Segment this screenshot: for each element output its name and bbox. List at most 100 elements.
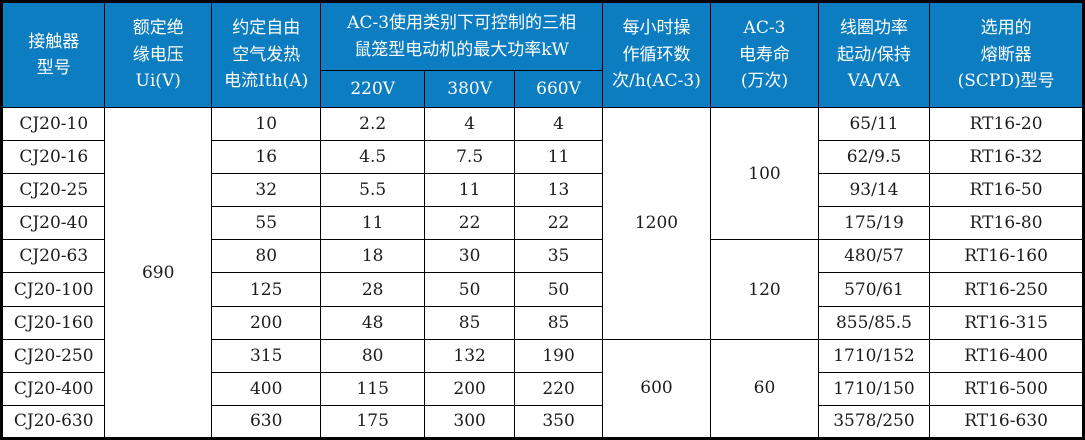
cell-model: CJ20-250 [0, 338, 106, 373]
cell-coil-power: 480/57 [817, 239, 931, 274]
cell-fuse: RT16-20 [929, 106, 1084, 142]
cell-fuse: RT16-500 [929, 371, 1084, 406]
cell-fuse: RT16-32 [929, 140, 1084, 175]
table-row: CJ20-250 315 80 132 190 600 60 1710/152 … [0, 338, 1084, 440]
cell-electrical-life: 60 [710, 338, 819, 440]
cell-coil-power: 62/9.5 [817, 140, 931, 175]
cell-fuse: RT16-630 [929, 404, 1084, 440]
cell-fuse: RT16-250 [929, 272, 1084, 307]
header-coil-power: 线圈功率 起动/保持 VA/VA [817, 1, 931, 108]
cell-coil-power: 3578/250 [817, 404, 931, 440]
cell-model: CJ20-25 [0, 173, 106, 208]
cell-insulation-voltage: 690 [104, 107, 212, 439]
cell-fuse: RT16-315 [929, 305, 1084, 340]
cell-thermal-current: 16 [210, 140, 322, 175]
cell-power-380: 300 [423, 404, 516, 440]
cell-thermal-current: 315 [210, 338, 322, 373]
cell-thermal-current: 200 [210, 305, 322, 340]
cell-power-660: 13 [514, 173, 603, 208]
cell-power-380: 200 [423, 371, 516, 406]
cell-fuse: RT16-50 [929, 173, 1084, 208]
cell-electrical-life: 120 [710, 239, 819, 340]
cell-coil-power: 93/14 [817, 173, 931, 208]
table-row: CJ20-40 55 11 22 22 175/19 RT16-80 [0, 206, 1084, 241]
cell-power-660: 50 [514, 272, 603, 307]
cell-operating-cycles: 1200 [601, 107, 712, 340]
cell-power-380: 22 [423, 206, 516, 241]
table-row: CJ20-16 16 4.5 7.5 11 62/9.5 RT16-32 [0, 140, 1084, 175]
cell-coil-power: 570/61 [817, 272, 931, 307]
cell-power-380: 30 [423, 239, 516, 274]
header-220v: 220V [320, 70, 425, 108]
cell-model: CJ20-10 [0, 106, 106, 142]
cell-power-380: 50 [423, 272, 516, 307]
header-model: 接触器 型号 [0, 1, 106, 108]
cell-power-220: 80 [320, 338, 425, 373]
cell-power-380: 85 [423, 305, 516, 340]
cell-thermal-current: 55 [210, 206, 322, 241]
cell-power-220: 11 [320, 206, 425, 241]
cell-thermal-current: 630 [210, 404, 322, 440]
table-row: CJ20-63 80 18 30 35 120 480/57 RT16-160 [0, 239, 1084, 340]
cell-coil-power: 1710/150 [817, 371, 931, 406]
cell-power-220: 4.5 [320, 140, 425, 175]
cell-power-660: 4 [514, 106, 603, 142]
cell-power-220: 5.5 [320, 173, 425, 208]
cell-operating-cycles: 600 [601, 338, 712, 440]
table-row: CJ20-100 125 28 50 50 570/61 RT16-250 [0, 272, 1084, 307]
cell-power-660: 350 [514, 404, 603, 440]
header-insulation-voltage: 额定绝 缘电压 Ui(V) [104, 1, 212, 108]
cell-electrical-life: 100 [710, 106, 819, 241]
cell-model: CJ20-630 [0, 404, 106, 440]
cell-thermal-current: 10 [210, 106, 322, 142]
cell-thermal-current: 400 [210, 371, 322, 406]
table-header: 接触器 型号 额定绝 缘电压 Ui(V) 约定自由 空气发热 电流Ith(A) … [0, 1, 1084, 108]
cell-fuse: RT16-400 [929, 338, 1084, 373]
table-row: CJ20-630 630 175 300 350 3578/250 RT16-6… [0, 404, 1084, 440]
cell-thermal-current: 125 [210, 272, 322, 307]
cell-power-660: 85 [514, 305, 603, 340]
cell-model: CJ20-63 [0, 239, 106, 274]
cell-fuse: RT16-80 [929, 206, 1084, 241]
cell-power-660: 220 [514, 371, 603, 406]
cell-power-660: 22 [514, 206, 603, 241]
cell-power-380: 11 [423, 173, 516, 208]
table-row: CJ20-10 690 10 2.2 4 4 1200 100 65/11 RT… [0, 106, 1084, 439]
cell-model: CJ20-160 [0, 305, 106, 340]
cell-model: CJ20-400 [0, 371, 106, 406]
cell-power-220: 28 [320, 272, 425, 307]
table-body: CJ20-10 690 10 2.2 4 4 1200 100 65/11 RT… [0, 106, 1084, 440]
cell-power-660: 11 [514, 140, 603, 175]
cell-power-220: 18 [320, 239, 425, 274]
cell-coil-power: 1710/152 [817, 338, 931, 373]
cell-power-220: 175 [320, 404, 425, 440]
cell-coil-power: 65/11 [817, 106, 931, 142]
cell-power-220: 2.2 [320, 106, 425, 142]
table-row: CJ20-25 32 5.5 11 13 93/14 RT16-50 [0, 173, 1084, 208]
table-row: CJ20-160 200 48 85 85 855/85.5 RT16-315 [0, 305, 1084, 340]
header-ac3-max-power-group: AC-3使用类别下可控制的三相 鼠笼型电动机的最大功率kW [320, 1, 603, 71]
cell-power-220: 48 [320, 305, 425, 340]
cell-power-660: 190 [514, 338, 603, 373]
cell-fuse: RT16-160 [929, 239, 1084, 274]
cell-power-380: 7.5 [423, 140, 516, 175]
cell-coil-power: 175/19 [817, 206, 931, 241]
header-row-top: 接触器 型号 额定绝 缘电压 Ui(V) 约定自由 空气发热 电流Ith(A) … [0, 1, 1084, 108]
header-thermal-current: 约定自由 空气发热 电流Ith(A) [210, 1, 322, 108]
header-row-sub: 220V 380V 660V [2, 70, 1084, 108]
cell-model: CJ20-100 [0, 272, 106, 307]
cell-power-380: 132 [423, 338, 516, 373]
header-380v: 380V [423, 70, 516, 108]
cell-model: CJ20-16 [0, 140, 106, 175]
cell-power-660: 35 [514, 239, 603, 274]
table-row: CJ20-400 400 115 200 220 1710/150 RT16-5… [0, 371, 1084, 406]
cell-power-220: 115 [320, 371, 425, 406]
cell-thermal-current: 80 [210, 239, 322, 274]
cell-power-380: 4 [423, 106, 516, 142]
header-electrical-life: AC-3 电寿命 (万次) [710, 1, 819, 108]
header-660v: 660V [514, 70, 603, 108]
cell-thermal-current: 32 [210, 173, 322, 208]
cell-coil-power: 855/85.5 [817, 305, 931, 340]
header-operating-cycles: 每小时操 作循环数 次/h(AC-3) [601, 1, 712, 108]
